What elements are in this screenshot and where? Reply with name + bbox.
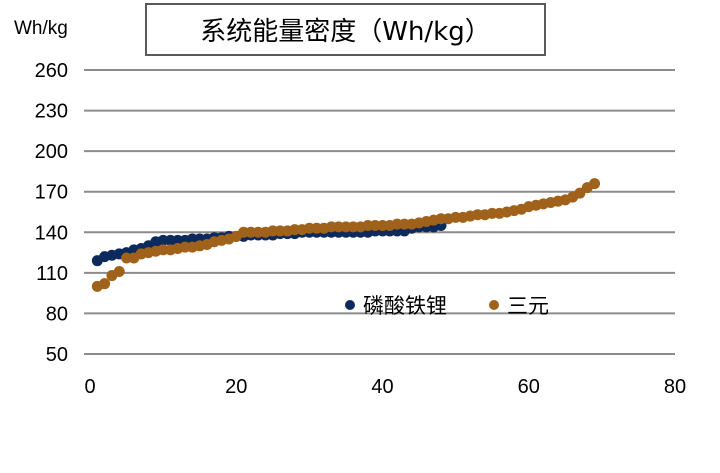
y-tick-label: 80	[46, 303, 68, 325]
legend-item-lfp: 磷酸铁锂	[345, 290, 447, 320]
data-point	[589, 178, 601, 190]
y-tick-label: 170	[35, 182, 68, 204]
legend-label: 磷酸铁锂	[363, 294, 447, 318]
legend: 磷酸铁锂 三元	[345, 290, 591, 320]
y-tick-label: 200	[35, 141, 68, 163]
y-tick-label: 230	[35, 101, 68, 123]
legend-item-ternary: 三元	[489, 290, 549, 320]
y-axis-unit-label: Wh/kg	[14, 18, 68, 39]
x-tick-label: 40	[371, 376, 393, 398]
x-tick-label: 60	[518, 376, 540, 398]
y-tick-label: 50	[46, 344, 68, 366]
x-tick-label: 20	[225, 376, 247, 398]
legend-marker-icon	[345, 300, 355, 310]
x-tick-label: 80	[664, 376, 686, 398]
y-tick-label: 110	[36, 263, 68, 285]
y-tick-label: 260	[35, 60, 68, 82]
legend-label: 三元	[507, 294, 549, 318]
x-tick-label: 0	[84, 376, 95, 398]
data-point	[99, 278, 111, 290]
y-tick-label: 140	[35, 222, 68, 244]
legend-marker-icon	[489, 300, 499, 310]
chart-title: 系统能量密度（Wh/kg）	[145, 3, 546, 56]
data-point	[113, 266, 125, 278]
series-1	[91, 178, 601, 292]
